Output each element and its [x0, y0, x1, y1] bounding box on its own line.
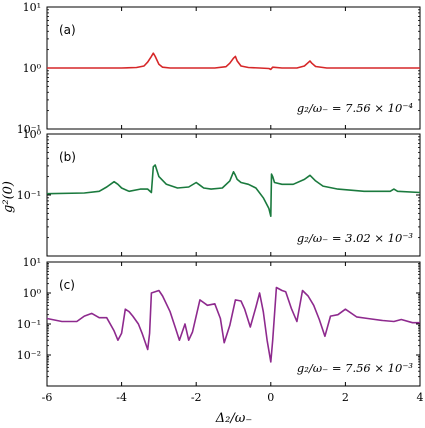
panel-b-annotation: g₂/ω₋ = 3.02 × 10⁻³ — [297, 231, 413, 245]
panel-c-annotation: g₂/ω₋ = 7.56 × 10⁻³ — [297, 361, 413, 375]
y-axis-label: g²(0) — [1, 181, 16, 213]
y-tick-label: 10⁰ — [23, 287, 42, 300]
x-axis-label: Δ₂/ω₋ — [215, 411, 252, 426]
panel-c: (c) g₂/ω₋ = 7.56 × 10⁻³ 10¹ 10⁰ 10⁻¹ 10⁻² -6… — [17, 256, 424, 404]
y-tick-label: 10⁰ — [23, 62, 42, 75]
panel-a-letter: (a) — [59, 23, 76, 37]
x-tick-label: 2 — [342, 391, 349, 404]
x-tick-label: -4 — [116, 391, 127, 404]
panel-c-letter: (c) — [59, 278, 75, 292]
y-tick-label: 10¹ — [23, 256, 41, 269]
panel-b: (b) g₂/ω₋ = 3.02 × 10⁻³ 10⁰ 10⁻¹ — [17, 128, 421, 257]
x-tick-label: -2 — [191, 391, 202, 404]
y-tick-label: 10⁻¹ — [17, 189, 41, 202]
panel-b-ticks: 10⁰ 10⁻¹ — [17, 128, 421, 256]
y-tick-label: 10⁻¹ — [17, 318, 41, 331]
panel-c-ticks: 10¹ 10⁰ 10⁻¹ 10⁻² -6 -4 -2 0 2 4 — [17, 256, 424, 404]
y-tick-label: 10⁻¹ — [17, 123, 41, 136]
panel-c-curve — [46, 286, 420, 363]
panel-a-annotation: g₂/ω₋ = 7.56 × 10⁻⁴ — [297, 101, 413, 115]
panel-a-curve — [47, 52, 420, 71]
x-tick-label: -6 — [42, 391, 53, 404]
y-tick-label: 10¹ — [23, 1, 41, 14]
x-tick-label: 4 — [417, 391, 424, 404]
panel-b-curve — [46, 164, 421, 217]
panel-b-letter: (b) — [59, 150, 76, 164]
panel-a: (a) g₂/ω₋ = 7.56 × 10⁻⁴ 10¹ 10⁰ 10⁻¹ — [17, 1, 421, 136]
y-tick-label: 10⁰ — [23, 128, 42, 141]
y-tick-label: 10⁻² — [17, 349, 41, 362]
x-tick-label: 0 — [267, 391, 274, 404]
